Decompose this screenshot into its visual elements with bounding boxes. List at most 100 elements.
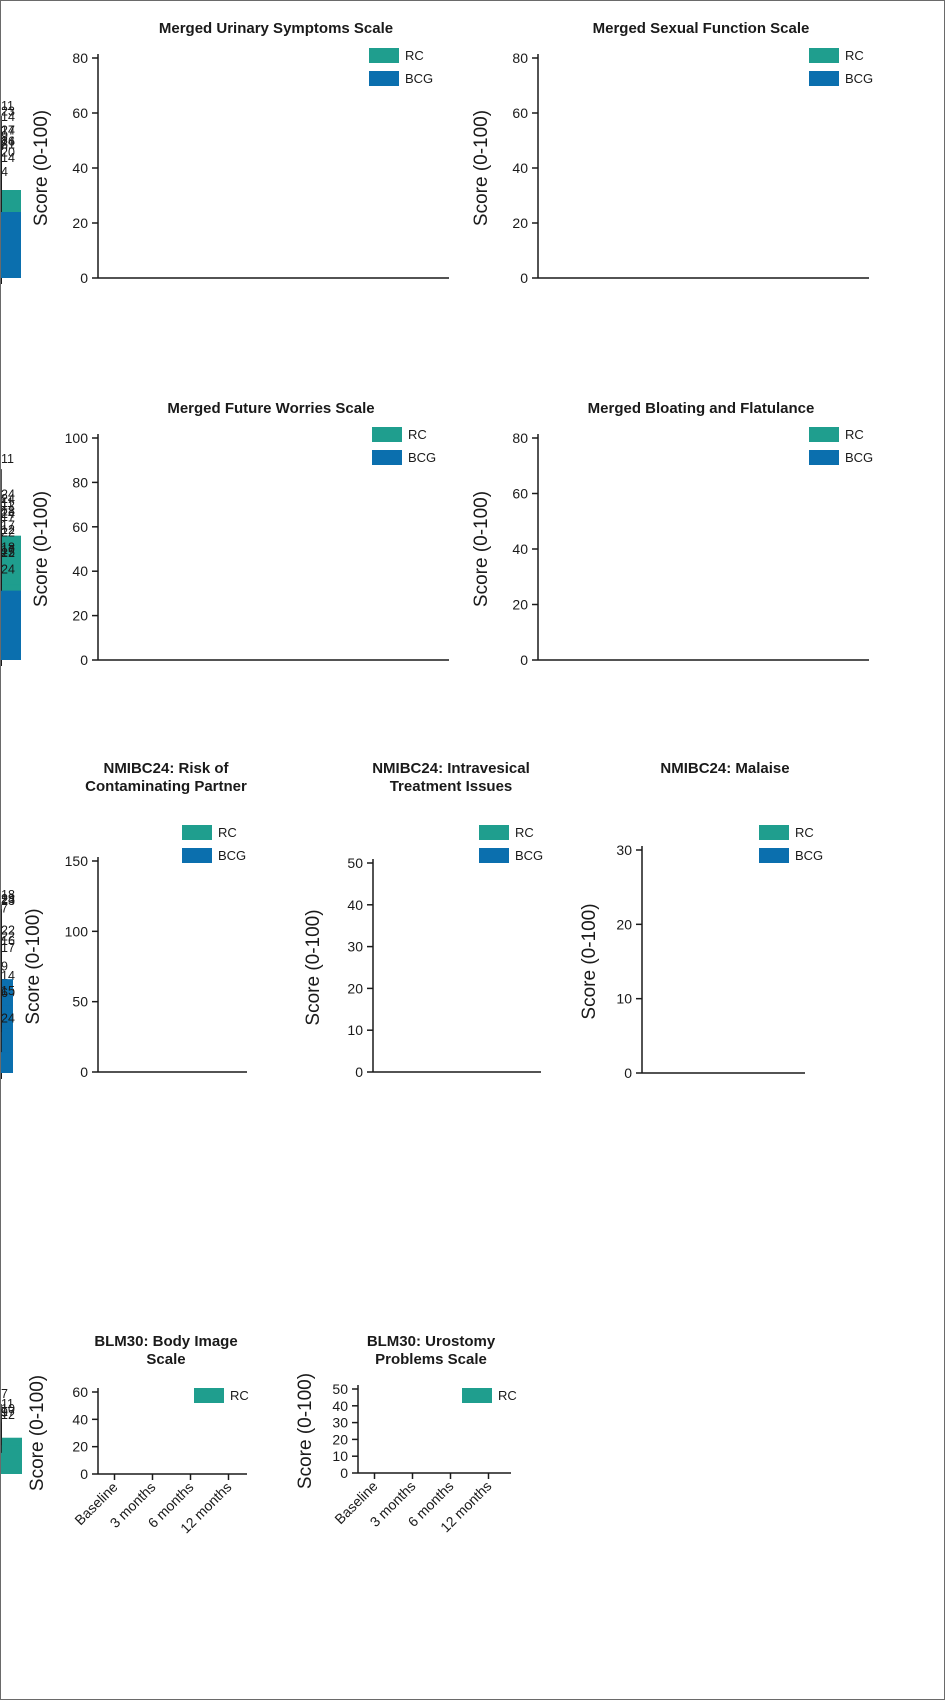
y-axis-label: Score (0-100) <box>579 903 600 1019</box>
legend-swatch-bcg <box>369 71 399 86</box>
sample-size-label: 23 <box>1 894 15 908</box>
y-tick-label: 0 <box>624 1065 632 1081</box>
sample-size-label: 24 <box>1 135 15 149</box>
sample-size-label: 17 <box>1 543 15 557</box>
y-tick-label: 0 <box>520 652 528 668</box>
legend-label-rc: RC <box>218 825 237 840</box>
legend-label-bcg: BCG <box>408 450 436 465</box>
sample-size-label: 4 <box>1 165 8 179</box>
legend-swatch-bcg <box>182 848 212 863</box>
y-tick-label: 10 <box>332 1448 348 1464</box>
sample-size-label: 24 <box>1 892 15 906</box>
bar-rc <box>1 1452 22 1473</box>
legend-label-rc: RC <box>498 1388 517 1403</box>
legend-label-rc: RC <box>405 48 424 63</box>
legend-swatch-rc <box>462 1388 492 1403</box>
y-axis-label: Score (0-100) <box>471 491 492 607</box>
sample-size-label: 22 <box>1 546 15 560</box>
y-tick-label: 0 <box>80 1064 88 1080</box>
y-axis-label: Score (0-100) <box>23 908 44 1024</box>
chart-4: Merged Bloating and Flatulance 0 20 40 60 80 S… <box>1 400 873 677</box>
chart-title: Merged Future Worries Scale <box>167 400 374 417</box>
chart-title: Merged Bloating and Flatulance <box>588 400 815 417</box>
y-tick-label: 0 <box>520 270 528 286</box>
y-tick-label: 50 <box>347 855 363 871</box>
y-tick-label: 20 <box>512 215 528 231</box>
y-tick-label: 20 <box>72 1439 88 1455</box>
legend-label-rc: RC <box>795 825 814 840</box>
y-tick-label: 20 <box>72 608 88 624</box>
sample-size-label: 11 <box>1 496 14 510</box>
chart-title: Merged Urinary Symptoms Scale <box>159 20 393 37</box>
sample-size-label: 11 <box>1 452 14 466</box>
legend-label-bcg: BCG <box>405 71 433 86</box>
legend-label-rc: RC <box>845 48 864 63</box>
sample-size-label: 18 <box>1 888 15 902</box>
y-axis-label: Score (0-100) <box>31 491 52 607</box>
chart-3: Merged Future Worries Scale 0 20 40 60 80 100 S… <box>1 400 449 677</box>
legend-swatch-rc <box>369 48 399 63</box>
y-tick-label: 40 <box>347 897 363 913</box>
y-tick-label: 0 <box>355 1064 363 1080</box>
sample-size-label: 14 <box>1 110 15 124</box>
legend-swatch-bcg <box>372 450 402 465</box>
legend-swatch-bcg <box>809 450 839 465</box>
sample-size-label: 24 <box>1 488 15 502</box>
legend-label-rc: RC <box>230 1388 249 1403</box>
chart-title: Scale <box>146 1351 185 1368</box>
y-tick-label: 100 <box>65 430 89 446</box>
chart-title: Problems Scale <box>375 1351 487 1368</box>
sample-size-label: 10 <box>1 1402 15 1416</box>
sample-size-label: 9 <box>1 129 8 143</box>
sample-size-label: 11 <box>1 1397 14 1411</box>
chart-title: BLM30: Body Image <box>94 1333 237 1350</box>
y-tick-label: 60 <box>512 105 528 121</box>
bar-bcg <box>1 1052 13 1073</box>
legend-label-bcg: BCG <box>515 848 543 863</box>
chart-title: Merged Sexual Function Scale <box>593 20 810 37</box>
legend-swatch-rc <box>759 825 789 840</box>
legend-label-rc: RC <box>845 427 864 442</box>
sample-size-label: 17 <box>1 510 15 524</box>
sample-size-label: 21 <box>1 137 15 151</box>
sample-size-label: 16 <box>1 934 15 948</box>
y-tick-label: 60 <box>72 519 88 535</box>
sample-size-label: 9 <box>1 959 8 973</box>
y-tick-label: 80 <box>512 430 528 446</box>
sample-size-label: 24 <box>1 492 15 506</box>
sample-size-label: 22 <box>1 525 15 539</box>
y-tick-label: 0 <box>80 652 88 668</box>
y-axis-label: Score (0-100) <box>295 1373 316 1489</box>
y-tick-label: 80 <box>72 50 88 66</box>
sample-size-label: 6 <box>1 986 8 1000</box>
chart-title: Treatment Issues <box>390 778 513 795</box>
y-tick-label: 20 <box>347 980 363 996</box>
legend-swatch-bcg <box>479 848 509 863</box>
y-tick-label: 150 <box>65 853 89 869</box>
sample-size-label: 22 <box>1 923 15 937</box>
y-tick-label: 60 <box>72 1384 88 1400</box>
y-tick-label: 50 <box>72 994 88 1010</box>
y-tick-label: 20 <box>512 597 528 613</box>
chart-2: Merged Sexual Function Scale020406080Sco… <box>1 20 873 295</box>
sample-size-label: 24 <box>1 507 15 521</box>
sample-size-label: 16 <box>1 135 15 149</box>
y-tick-label: 50 <box>332 1381 348 1397</box>
y-tick-label: 0 <box>340 1465 348 1481</box>
sample-size-label: 14 <box>1 151 15 165</box>
bar-bcg <box>1 212 21 278</box>
y-tick-label: 40 <box>512 541 528 557</box>
sample-size-label: 11 <box>1 99 14 113</box>
y-tick-label: 30 <box>616 842 632 858</box>
legend-label-rc: RC <box>408 427 427 442</box>
y-tick-label: 20 <box>72 215 88 231</box>
y-tick-label: 40 <box>72 160 88 176</box>
sample-size-label: 20 <box>1 146 15 160</box>
sample-size-label: 23 <box>1 104 15 118</box>
y-tick-label: 40 <box>72 563 88 579</box>
